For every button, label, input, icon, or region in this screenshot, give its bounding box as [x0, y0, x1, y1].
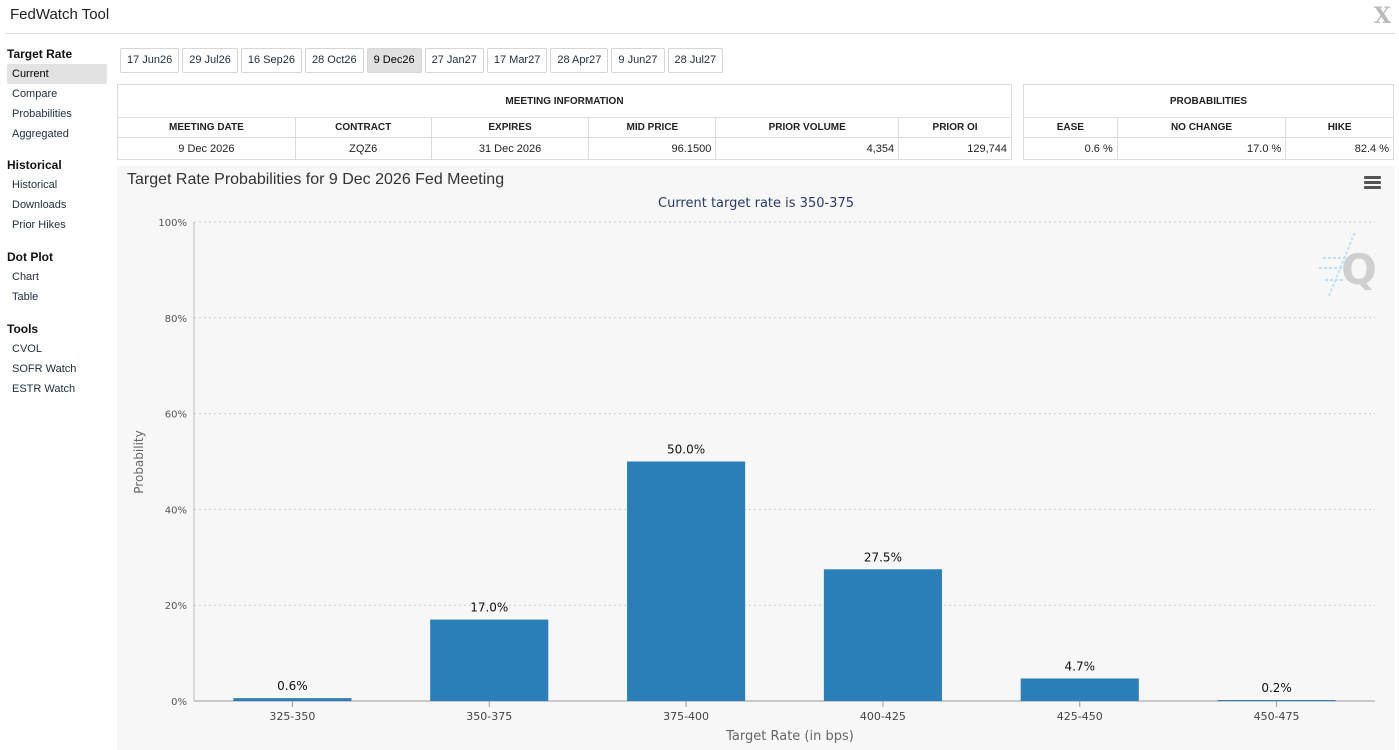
x-tick-label: 425-450 [1057, 710, 1103, 723]
bar-data-label: 0.2% [1261, 681, 1292, 695]
sidebar-heading: Tools [7, 322, 39, 336]
x-tick-label: 325-350 [269, 710, 315, 723]
sidebar-item-sofr-watch[interactable]: SOFR Watch [12, 363, 77, 375]
tab-9-dec26[interactable]: 9 Dec26 [366, 48, 422, 73]
y-tick-label: 40% [165, 505, 187, 516]
bar-data-label: 17.0% [470, 601, 508, 615]
header-divider [6, 33, 1395, 34]
y-tick-label: 60% [165, 410, 187, 421]
table-row: 0.6 % 17.0 % 82.4 % [1023, 137, 1394, 160]
column-header: PRIOR OI [898, 117, 1012, 138]
column-header: MID PRICE [588, 117, 717, 138]
column-header: MEETING DATE [117, 117, 296, 138]
sidebar-section-tools: Tools CVOL SOFR Watch ESTR Watch [0, 319, 112, 399]
tab-16-sep26[interactable]: 16 Sep26 [240, 48, 302, 73]
column-header: PRIOR VOLUME [715, 117, 900, 138]
tab-28-oct26[interactable]: 28 Oct26 [304, 48, 364, 73]
app-header: FedWatch Tool X [0, 0, 1399, 34]
probabilities-heading: PROBABILITIES [1023, 84, 1394, 118]
chart-bar [1217, 700, 1336, 701]
sidebar-spacer [0, 307, 112, 319]
tab-28-jul27[interactable]: 28 Jul27 [667, 48, 724, 73]
y-tick-label: 20% [165, 601, 187, 612]
bar-data-label: 0.6% [277, 679, 308, 693]
tab-17-mar27[interactable]: 17 Mar27 [486, 48, 548, 73]
tab-28-apr27[interactable]: 28 Apr27 [550, 48, 609, 73]
chart-panel: Target Rate Probabilities for 9 Dec 2026… [117, 166, 1395, 750]
sidebar-section-dot-plot: Dot Plot Chart Table [0, 247, 112, 307]
y-tick-label: 80% [165, 314, 187, 325]
sidebar-section-target-rate: Target Rate Current Compare Probabilitie… [0, 44, 112, 144]
chart-bar [430, 619, 549, 701]
x-tick-label: 400-425 [860, 710, 906, 723]
meeting-info-heading: MEETING INFORMATION [117, 84, 1012, 118]
sidebar-item-current[interactable]: Current [7, 64, 107, 84]
expires-cell: 31 Dec 2026 [430, 137, 590, 160]
meeting-info-table: MEETING INFORMATION MEETING DATE CONTRAC… [117, 84, 1012, 160]
table-row: 9 Dec 2026 ZQZ6 31 Dec 2026 96.1500 4,35… [117, 137, 1012, 160]
close-icon[interactable]: X [1373, 3, 1391, 29]
column-header: EASE [1023, 117, 1118, 138]
prior-oi-cell: 129,744 [898, 137, 1012, 160]
sidebar-item-probabilities[interactable]: Probabilities [12, 108, 72, 120]
bar-data-label: 27.5% [864, 550, 902, 564]
tab-17-jun26[interactable]: 17 Jun26 [120, 48, 180, 73]
sidebar-item-chart[interactable]: Chart [12, 271, 39, 283]
hamburger-menu-icon[interactable] [1364, 176, 1381, 190]
meeting-tabs: 17 Jun26 29 Jul26 16 Sep26 28 Oct26 9 De… [120, 48, 726, 73]
mid-price-cell: 96.1500 [588, 137, 717, 160]
chart-subtitle: Current target rate is 350-375 [658, 196, 854, 211]
tab-29-jul26[interactable]: 29 Jul26 [182, 48, 238, 73]
contract-cell: ZQZ6 [294, 137, 432, 160]
sidebar-section-historical: Historical Historical Downloads Prior Hi… [0, 155, 112, 235]
x-tick-label: 375-400 [663, 710, 709, 723]
sidebar-item-estr-watch[interactable]: ESTR Watch [12, 383, 76, 395]
column-header: EXPIRES [430, 117, 590, 138]
y-axis-title: Probability [132, 430, 146, 493]
chart-bar [233, 698, 352, 701]
x-axis-title: Target Rate (in bps) [725, 729, 854, 744]
chart-title: Target Rate Probabilities for 9 Dec 2026… [127, 171, 505, 188]
sidebar-item-prior-hikes[interactable]: Prior Hikes [12, 219, 66, 231]
quikstrike-logo-icon: Q [1319, 231, 1377, 297]
bar-data-label: 4.7% [1065, 659, 1096, 673]
probabilities-table: PROBABILITIES EASE NO CHANGE HIKE 0.6 % … [1023, 84, 1394, 160]
svg-text:Q: Q [1341, 245, 1377, 294]
column-header: NO CHANGE [1116, 117, 1287, 138]
sidebar-spacer [0, 235, 112, 247]
chart-bar [627, 461, 746, 701]
sidebar-item-cvol[interactable]: CVOL [12, 343, 42, 355]
sidebar-item-historical[interactable]: Historical [12, 179, 58, 191]
ease-cell: 0.6 % [1023, 137, 1118, 160]
tab-9-jun27[interactable]: 9 Jun27 [611, 48, 665, 73]
x-tick-label: 450-475 [1254, 710, 1300, 723]
x-tick-label: 350-375 [466, 710, 512, 723]
sidebar-item-downloads[interactable]: Downloads [12, 199, 67, 211]
y-tick-label: 0% [171, 697, 187, 708]
sidebar-heading: Historical [7, 158, 62, 172]
sidebar: Target Rate Current Compare Probabilitie… [0, 44, 112, 399]
tab-27-jan27[interactable]: 27 Jan27 [424, 48, 484, 73]
chart-bar [823, 569, 942, 701]
meeting-date-cell: 9 Dec 2026 [117, 137, 296, 160]
hike-cell: 82.4 % [1285, 137, 1394, 160]
column-header: HIKE [1285, 117, 1394, 138]
sidebar-item-table[interactable]: Table [12, 291, 39, 303]
probability-bar-chart: 0% 20% 40% 60% 80% 100% 0.6% 325-350 17.0% 350-37… [132, 218, 1375, 744]
sidebar-spacer [0, 144, 112, 155]
sidebar-heading: Target Rate [7, 47, 73, 61]
y-tick-label: 100% [158, 218, 187, 229]
chart-bar [1020, 678, 1139, 701]
app-title: FedWatch Tool [10, 6, 110, 23]
column-header: CONTRACT [294, 117, 432, 138]
bar-data-label: 50.0% [667, 443, 705, 457]
sidebar-item-aggregated[interactable]: Aggregated [12, 128, 69, 140]
prior-volume-cell: 4,354 [715, 137, 900, 160]
no-change-cell: 17.0 % [1116, 137, 1287, 160]
sidebar-heading: Dot Plot [7, 250, 53, 264]
sidebar-item-compare[interactable]: Compare [12, 88, 58, 100]
